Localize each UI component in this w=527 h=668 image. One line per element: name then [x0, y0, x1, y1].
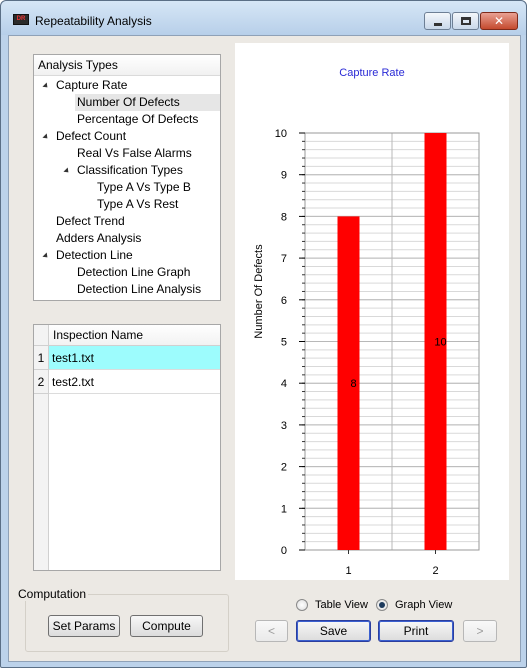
tree-node[interactable]: Defect Trend [54, 213, 220, 230]
tree-header: Analysis Types [34, 55, 220, 76]
column-header-inspection-name[interactable]: Inspection Name [49, 325, 220, 346]
tree-node[interactable]: Detection Line [54, 247, 220, 264]
prev-button[interactable]: < [255, 620, 288, 642]
bar-1 [337, 216, 360, 550]
tree-node[interactable]: Detection Line Graph [75, 264, 220, 281]
tree-node[interactable]: Real Vs False Alarms [75, 145, 220, 162]
analysis-types-tree[interactable]: Analysis Types Capture Rate Number Of Def… [33, 54, 221, 301]
chart-panel: Capture Rate 0 1 2 3 4 5 6 7 8 9 10 1 8 2 10 Number Of … [235, 43, 509, 580]
tree-node-label: Percentage Of Defects [77, 112, 199, 126]
x-tick-label: 2 [432, 565, 438, 577]
tree-node[interactable]: Classification Types [75, 162, 220, 179]
tree-node[interactable]: Type A Vs Type B [95, 179, 220, 196]
client-area: Analysis Types Capture Rate Number Of Def… [8, 35, 521, 662]
y-tick-label: 5 [281, 337, 287, 349]
x-tick-label: 1 [345, 565, 351, 577]
tree-node[interactable]: Percentage Of Defects [75, 111, 220, 128]
tree-node-label: Detection Line [56, 248, 133, 262]
y-tick-label: 3 [281, 420, 287, 432]
y-tick-label: 1 [281, 503, 287, 515]
table-row-cell[interactable]: test2.txt [49, 370, 220, 394]
maximize-icon [461, 17, 471, 25]
tree-node-label: Real Vs False Alarms [77, 146, 192, 160]
next-button[interactable]: > [463, 620, 497, 642]
tree-node[interactable]: Detection Line Analysis [75, 281, 220, 298]
y-tick-label: 0 [281, 545, 287, 557]
app-icon: DR [13, 14, 29, 25]
set-params-button[interactable]: Set Params [48, 615, 120, 637]
row-header-fill [34, 394, 49, 570]
tree-node-label: Type A Vs Type B [97, 180, 191, 194]
y-tick-label: 8 [281, 211, 287, 223]
y-tick-label: 6 [281, 295, 287, 307]
chart-title: Capture Rate [339, 67, 405, 79]
tree-node-label: Type A Vs Rest [97, 197, 179, 211]
row-number-1[interactable]: 1 [34, 346, 49, 370]
title-bar[interactable]: DR Repeatability Analysis ✕ [1, 1, 526, 35]
tree-node-label: Number Of Defects [77, 95, 180, 109]
graph-view-label[interactable]: Graph View [395, 599, 453, 611]
maximize-button[interactable] [452, 12, 479, 30]
y-tick-label: 7 [281, 253, 287, 265]
table-corner [34, 325, 49, 346]
inspection-table[interactable]: Inspection Name 1 test1.txt 2 test2.txt [33, 324, 221, 571]
tree-node[interactable]: Capture Rate [54, 77, 220, 94]
computation-title: Computation [16, 587, 89, 601]
table-row-cell[interactable]: test1.txt [49, 346, 220, 370]
close-icon: ✕ [493, 14, 505, 28]
tree-node[interactable]: Defect Count [54, 128, 220, 145]
computation-group [25, 594, 229, 652]
y-tick-label: 2 [281, 462, 287, 474]
graph-view-radio[interactable] [376, 599, 388, 611]
expand-arrow-icon[interactable] [42, 82, 50, 90]
tree-node-label: Adders Analysis [56, 231, 142, 245]
tree-node-label: Detection Line Graph [77, 265, 191, 279]
expand-arrow-icon[interactable] [42, 252, 50, 260]
save-button[interactable]: Save [296, 620, 371, 642]
bar-2 [424, 133, 447, 550]
row-number-2[interactable]: 2 [34, 370, 49, 394]
tree-node[interactable]: Type A Vs Rest [95, 196, 220, 213]
y-axis-title: Number Of Defects [253, 244, 265, 339]
tree-node-label: Defect Trend [56, 214, 125, 228]
print-button[interactable]: Print [378, 620, 454, 642]
expand-arrow-icon[interactable] [42, 133, 50, 141]
data-label: 10 [434, 337, 446, 349]
y-tick-label: 10 [275, 128, 287, 140]
tree-node[interactable]: Number Of Defects [75, 94, 220, 111]
minimize-button[interactable] [424, 12, 451, 30]
close-button[interactable]: ✕ [480, 12, 518, 30]
y-tick-label: 9 [281, 170, 287, 182]
data-label: 8 [350, 378, 356, 390]
tree-node-label: Classification Types [77, 163, 183, 177]
tree-node-label: Detection Line Analysis [77, 282, 202, 296]
expand-arrow-icon[interactable] [63, 167, 71, 175]
tree-node[interactable]: Adders Analysis [54, 230, 220, 247]
tree-node-label: Capture Rate [56, 78, 128, 92]
window-title: Repeatability Analysis [35, 14, 152, 28]
minimize-icon [434, 23, 442, 26]
compute-button[interactable]: Compute [130, 615, 203, 637]
table-view-label[interactable]: Table View [315, 599, 368, 611]
y-tick-label: 4 [281, 378, 287, 390]
table-view-radio[interactable] [296, 599, 308, 611]
tree-node-label: Defect Count [56, 129, 127, 143]
